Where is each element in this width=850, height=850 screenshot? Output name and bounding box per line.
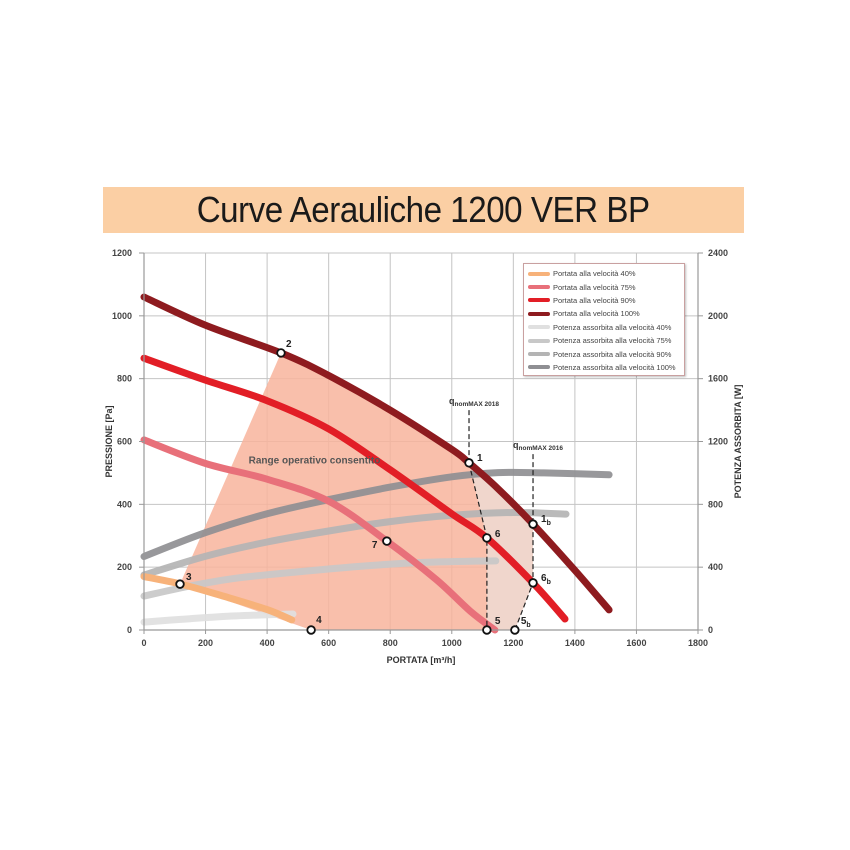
- series-line: [140, 610, 297, 626]
- y-tick-label: 800: [117, 374, 132, 384]
- point-label: 5: [495, 616, 501, 627]
- point-label: 7: [372, 540, 378, 551]
- point-label: 2: [286, 339, 292, 350]
- legend-label: Portata alla velocità 90%: [553, 295, 636, 305]
- data-series: [140, 293, 613, 634]
- y-tick-label: 1200: [112, 248, 132, 258]
- legend-label: Potenza assorbita alla velocità 100%: [553, 362, 676, 372]
- y2-tick-label: 1200: [708, 437, 728, 447]
- y2-axis-title: POTENZA ASSORBITA [W]: [733, 385, 743, 499]
- x-tick-label: 1400: [565, 638, 585, 648]
- legend-item: Potenza assorbita alla velocità 75%: [528, 334, 680, 347]
- legend-item: Potenza assorbita alla velocità 40%: [528, 321, 680, 334]
- y2-tick-label: 800: [708, 499, 723, 509]
- legend-swatch: [528, 352, 550, 357]
- point-marker-7: [382, 536, 392, 546]
- x-tick-label: 800: [383, 638, 398, 648]
- legend-label: Potenza assorbita alla velocità 90%: [553, 349, 672, 359]
- reference-line-label: qnomMAX 2018: [449, 396, 499, 408]
- point-marker-6: [482, 533, 492, 543]
- legend-label: Portata alla velocità 100%: [553, 309, 640, 319]
- series-line: [140, 436, 499, 634]
- y2-tick-label: 1600: [708, 374, 728, 384]
- legend-swatch: [528, 365, 550, 370]
- y2-tick-label: 2000: [708, 311, 728, 321]
- legend-swatch: [528, 285, 550, 290]
- axes: [139, 252, 703, 634]
- y-tick-label: 400: [117, 499, 132, 509]
- y2-tick-label: 400: [708, 562, 723, 572]
- series-line: [140, 354, 569, 623]
- x-tick-label: 1800: [688, 638, 708, 648]
- operating-range-area: [180, 352, 487, 630]
- point-label: 1b: [541, 514, 551, 527]
- point-label: 3: [186, 572, 192, 583]
- legend-item: Portata alla velocità 40%: [528, 267, 680, 280]
- point-label: 6b: [541, 573, 551, 586]
- x-tick-label: 1600: [626, 638, 646, 648]
- x-axis-title: PORTATA [m³/h]: [387, 655, 456, 665]
- legend-swatch: [528, 271, 550, 276]
- point-marker-4: [306, 625, 316, 635]
- point-marker-1: [464, 458, 474, 468]
- y-tick-label: 200: [117, 562, 132, 572]
- point-marker-3: [175, 579, 185, 589]
- series-line: [140, 293, 613, 614]
- legend-label: Portata alla velocità 75%: [553, 282, 636, 292]
- legend-item: Portata alla velocità 90%: [528, 294, 680, 307]
- chart-title: Curve Aerauliche 1200 VER BP: [197, 189, 650, 230]
- axis-labels: 0 200 400 600 800 1000 1200 1400 1600 18000200400…: [104, 248, 743, 665]
- legend-swatch: [528, 325, 550, 330]
- point-label: 6: [495, 529, 501, 540]
- point-marker-5: [482, 625, 492, 635]
- x-tick-label: 400: [260, 638, 275, 648]
- y-tick-label: 1000: [112, 311, 132, 321]
- point-marker-6b: [528, 578, 538, 588]
- legend-item: Portata alla velocità 100%: [528, 307, 680, 320]
- operating-range-label: Range operativo consentito: [249, 455, 381, 466]
- series-line: [140, 573, 296, 624]
- y-axis-title: PRESSIONE [Pa]: [104, 405, 114, 477]
- legend-item: Portata alla velocità 75%: [528, 280, 680, 293]
- y-tick-label: 600: [117, 437, 132, 447]
- x-tick-label: 1000: [442, 638, 462, 648]
- point-marker-1b: [528, 519, 538, 529]
- legend: Portata alla velocità 40% Portata alla ve…: [523, 263, 685, 376]
- point-label: 5b: [521, 616, 531, 629]
- legend-label: Potenza assorbita alla velocità 40%: [553, 322, 672, 332]
- legend-label: Potenza assorbita alla velocità 75%: [553, 336, 672, 346]
- legend-swatch: [528, 311, 550, 316]
- legend-item: Potenza assorbita alla velocità 100%: [528, 361, 680, 374]
- point-marker-2: [276, 348, 286, 358]
- y2-tick-label: 2400: [708, 248, 728, 258]
- x-tick-label: 600: [321, 638, 336, 648]
- x-tick-label: 200: [198, 638, 213, 648]
- x-tick-label: 0: [141, 638, 146, 648]
- x-tick-label: 1200: [503, 638, 523, 648]
- series-line: [140, 468, 613, 560]
- y-tick-label: 0: [127, 625, 132, 635]
- legend-swatch: [528, 338, 550, 343]
- point-label: 1: [477, 453, 483, 464]
- legend-swatch: [528, 298, 550, 303]
- chart-title-banner: Curve Aerauliche 1200 VER BP: [103, 187, 744, 233]
- point-marker-5b: [510, 625, 520, 635]
- legend-label: Portata alla velocità 40%: [553, 269, 636, 279]
- legend-item: Potenza assorbita alla velocità 90%: [528, 347, 680, 360]
- series-line: [140, 508, 570, 579]
- annotated-points: 1 1b 2 3 4 5 5b 6 6b 7: [175, 339, 551, 635]
- dashed-connector: [468, 462, 488, 630]
- point-label: 4: [316, 615, 322, 626]
- y2-tick-label: 0: [708, 625, 713, 635]
